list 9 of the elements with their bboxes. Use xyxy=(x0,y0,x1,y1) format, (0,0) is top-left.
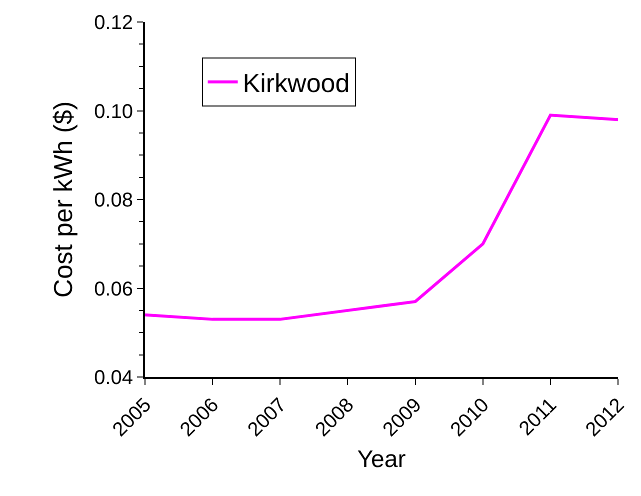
y-tick-label: 0.08 xyxy=(94,190,133,212)
line-series xyxy=(145,114,618,321)
x-axis-title: Year xyxy=(357,446,406,473)
y-axis-title: Cost per kWh ($) xyxy=(48,101,78,298)
y-tick-label: 0.10 xyxy=(94,100,133,123)
y-tick-label: 0.04 xyxy=(94,367,133,389)
y-tick-label: 0.06 xyxy=(94,278,133,300)
y-tick-label: 0.12 xyxy=(94,12,133,34)
legend-label: Kirkwood xyxy=(242,68,350,98)
